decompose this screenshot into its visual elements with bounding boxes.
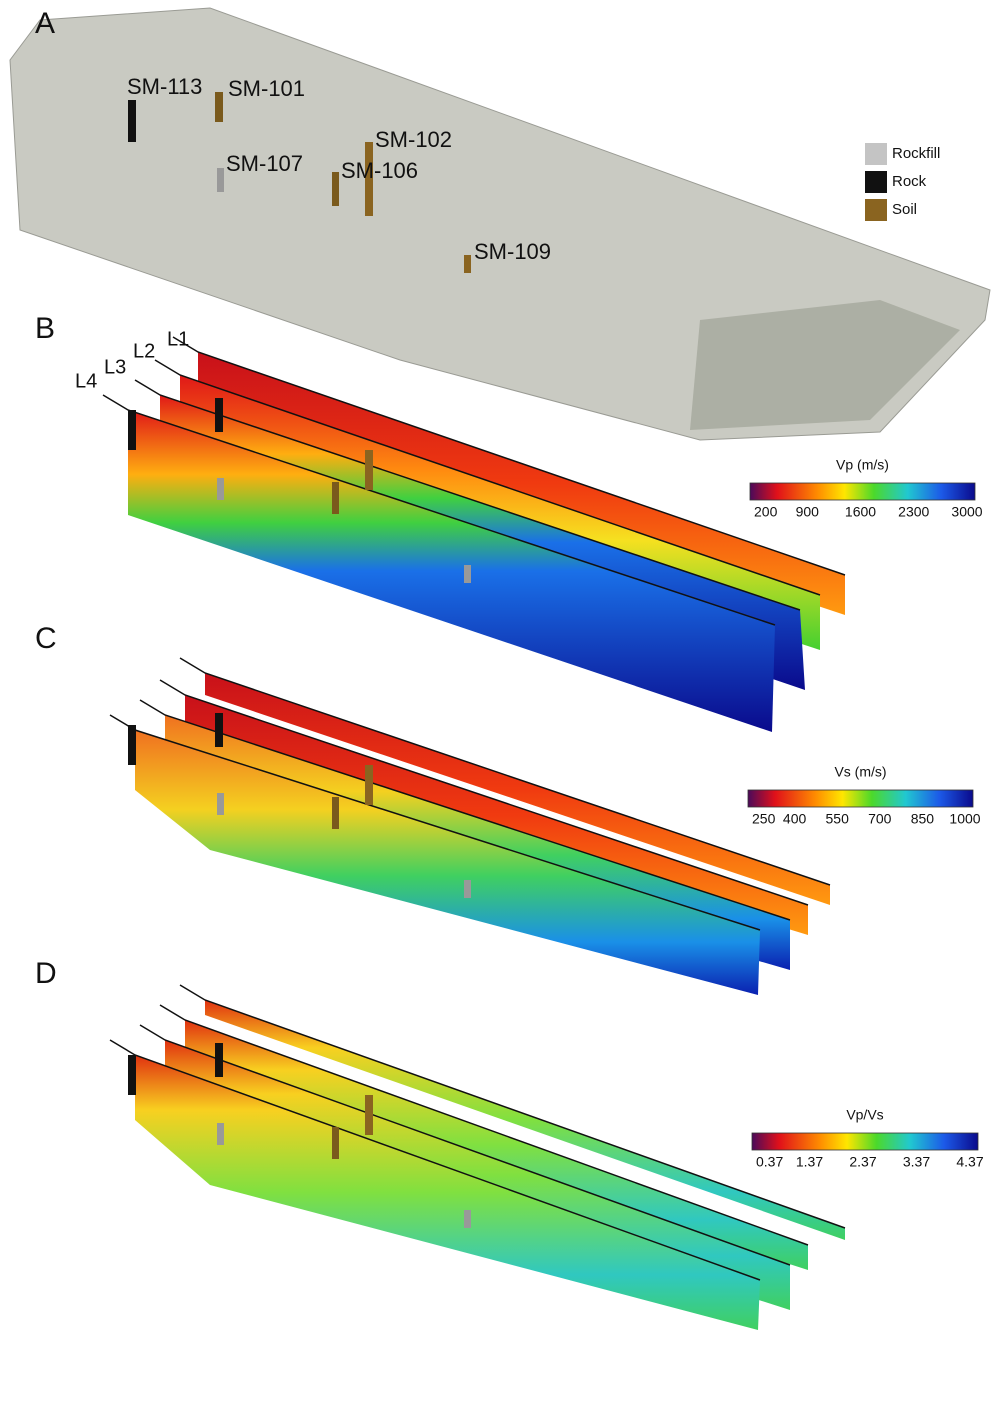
borehole <box>464 880 471 898</box>
borehole <box>365 1095 373 1135</box>
borehole <box>365 450 373 490</box>
panel-label: C <box>35 622 57 655</box>
borehole-label: SM-102 <box>375 127 452 152</box>
colorbar-tick-label: 900 <box>796 504 820 520</box>
colorbar-title: Vs (m/s) <box>834 764 886 780</box>
panel-label: B <box>35 312 55 345</box>
colorbar-tick-label: 1600 <box>845 504 876 520</box>
borehole-label: SM-106 <box>341 158 418 183</box>
figure: A B C D SM-113 SM-101 SM-107 SM-106 SM-1… <box>0 0 993 1403</box>
colorbar-tick-label: 4.37 <box>956 1154 983 1170</box>
borehole-label: SM-107 <box>226 151 303 176</box>
line-label: L2 <box>133 340 155 362</box>
colorbar-tick-label: 0.37 <box>756 1154 783 1170</box>
line-label: L4 <box>75 370 97 392</box>
borehole <box>464 255 471 273</box>
legend-swatch <box>865 143 887 165</box>
borehole <box>217 168 224 192</box>
borehole <box>217 1123 224 1145</box>
colorbar <box>750 483 975 500</box>
borehole <box>365 765 373 805</box>
colorbar-tick-label: 3000 <box>951 504 982 520</box>
colorbar-title: Vp (m/s) <box>836 457 889 473</box>
borehole <box>215 1043 223 1077</box>
legend-label: Rock <box>892 173 927 190</box>
borehole <box>464 1210 471 1228</box>
borehole <box>332 482 339 514</box>
borehole <box>215 398 223 432</box>
borehole <box>332 172 339 206</box>
borehole <box>128 1055 136 1095</box>
borehole <box>128 100 136 142</box>
borehole <box>215 92 223 122</box>
legend-swatch <box>865 171 887 193</box>
borehole-label: SM-113 <box>127 74 202 99</box>
borehole <box>464 565 471 583</box>
borehole-label: SM-101 <box>228 76 305 101</box>
legend-label: Soil <box>892 201 917 218</box>
legend-swatch <box>865 199 887 221</box>
colorbar-title: Vp/Vs <box>846 1107 883 1123</box>
panel-label: D <box>35 957 57 990</box>
profiles <box>103 337 845 1330</box>
dam-face <box>690 300 960 430</box>
colorbar-tick-label: 2300 <box>898 504 929 520</box>
borehole <box>217 793 224 815</box>
borehole <box>128 725 136 765</box>
colorbar-tick-label: 550 <box>826 811 850 827</box>
borehole <box>217 478 224 500</box>
colorbar <box>748 790 973 807</box>
colorbar-tick-label: 3.37 <box>903 1154 930 1170</box>
colorbar-tick-label: 2.37 <box>849 1154 876 1170</box>
colorbar-tick-label: 1000 <box>949 811 980 827</box>
colorbar-tick-label: 250 <box>752 811 776 827</box>
borehole <box>332 797 339 829</box>
panel-label: A <box>35 7 55 40</box>
borehole-label: SM-109 <box>474 239 551 264</box>
legend-label: Rockfill <box>892 145 940 162</box>
borehole <box>332 1127 339 1159</box>
colorbar <box>752 1133 978 1150</box>
colorbar-tick-label: 1.37 <box>796 1154 823 1170</box>
colorbar-tick-label: 400 <box>783 811 807 827</box>
colorbar-tick-label: 200 <box>754 504 778 520</box>
colorbar-tick-label: 700 <box>868 811 892 827</box>
borehole <box>128 410 136 450</box>
colorbar-tick-label: 850 <box>911 811 935 827</box>
line-label: L3 <box>104 356 126 378</box>
borehole <box>215 713 223 747</box>
